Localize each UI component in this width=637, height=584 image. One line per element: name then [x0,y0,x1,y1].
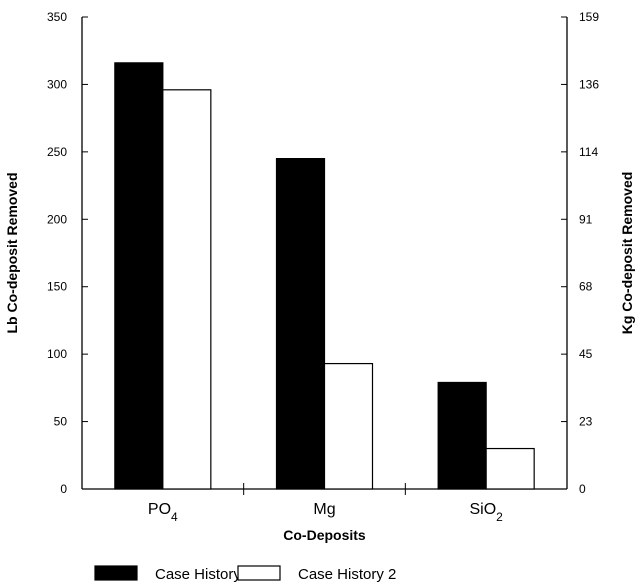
y2-axis-title: Kg Co-deposit Removed [619,172,635,335]
x-tick-label: Mg [313,501,335,518]
y2-tick-label: 45 [579,347,593,361]
bar-case-history [437,381,487,490]
legend-swatch-case-history-2 [237,565,281,581]
legend-swatch-case-history [94,565,138,581]
y-tick-label: 100 [47,347,67,361]
x-tick-label: SiO2 [469,501,503,524]
legend-label-case-history: Case History [155,566,241,583]
bar-case-history-2 [485,447,535,490]
legend-label-case-history-2: Case History 2 [298,566,396,583]
x-axis-title: Co-Deposits [283,527,366,543]
y-tick-label: 200 [47,212,67,226]
chart-bars [114,62,535,490]
chart-labels: 0 0 50 23 100 45 150 68 200 91 250 114 300 136 350 159 P… [47,10,599,524]
bar-case-history [114,62,164,490]
chart-legend: Case History Case History 2 [94,565,396,583]
bar-case-history-2 [323,362,374,490]
y-tick-label: 50 [54,415,68,429]
y2-tick-label: 91 [579,212,593,226]
bar-case-history-2 [162,89,212,490]
y-axis-title: Lb Co-deposit Removed [4,172,20,333]
y-tick-label: 350 [47,10,67,24]
y2-tick-label: 0 [579,482,586,496]
bar-case-history [275,158,326,490]
y-tick-label: 300 [47,77,67,91]
y2-tick-label: 114 [579,145,598,159]
y-tick-label: 250 [47,145,67,159]
y2-tick-label: 23 [579,415,593,429]
y2-tick-label: 68 [579,280,593,294]
x-tick-label: PO4 [148,501,178,524]
y-tick-label: 150 [47,280,67,294]
y2-tick-label: 159 [579,10,599,24]
y2-tick-label: 136 [579,77,599,91]
y-tick-label: 0 [60,482,67,496]
